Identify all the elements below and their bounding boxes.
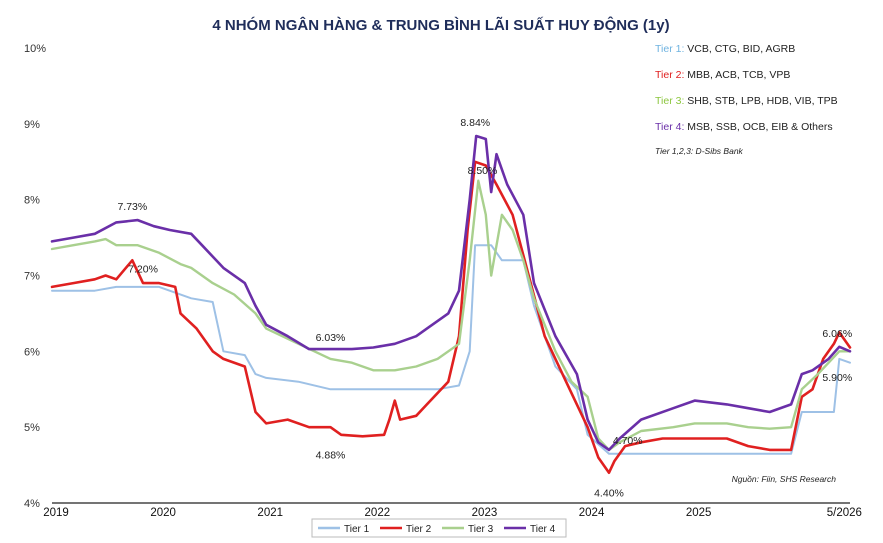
legend-entry: Tier 4: MSB, SSB, OCB, EIB & Others bbox=[655, 121, 833, 133]
x-tick-label: 2023 bbox=[472, 507, 498, 519]
y-tick-label: 5% bbox=[24, 422, 40, 434]
data-label: 7.73% bbox=[117, 201, 147, 213]
legend-entry: Tier 3: SHB, STB, LPB, HDB, VIB, TPB bbox=[655, 95, 838, 107]
y-tick-label: 7% bbox=[24, 271, 40, 283]
x-tick-label: 5/2026 bbox=[827, 507, 862, 519]
x-tick-label: 2025 bbox=[686, 507, 712, 519]
data-label: 4.70% bbox=[613, 435, 643, 447]
bottom-legend-box bbox=[311, 518, 567, 538]
series-line-tier-2 bbox=[50, 160, 852, 474]
series-line-tier-1 bbox=[51, 244, 851, 455]
data-label: 7.20% bbox=[128, 263, 158, 275]
chart-title: 4 NHÓM NGÂN HÀNG & TRUNG BÌNH LÃI SUẤT H… bbox=[212, 16, 669, 34]
legend-entry: Tier 2: MBB, ACB, TCB, VPB bbox=[655, 69, 790, 81]
y-tick-label: 9% bbox=[24, 119, 40, 131]
legend-label: Tier 3 bbox=[468, 524, 494, 535]
x-tick-label: 2020 bbox=[150, 507, 176, 519]
y-tick-label: 6% bbox=[24, 346, 40, 358]
y-tick-label: 10% bbox=[24, 43, 46, 55]
data-label: 8.50% bbox=[468, 165, 498, 177]
series-line-tier-3 bbox=[50, 179, 852, 452]
data-label: 6.03% bbox=[316, 332, 346, 344]
data-label: 4.40% bbox=[594, 488, 624, 500]
series-line-tier-4 bbox=[50, 134, 852, 452]
data-label: 6.06% bbox=[822, 328, 852, 340]
y-tick-label: 4% bbox=[24, 498, 40, 510]
legend-label: Tier 1 bbox=[344, 524, 370, 535]
x-tick-label: 2021 bbox=[257, 507, 283, 519]
y-tick-label: 8% bbox=[24, 195, 40, 207]
x-tick-label: 2024 bbox=[579, 507, 605, 519]
legend-note: Tier 1,2,3: D-Sibs Bank bbox=[655, 146, 744, 156]
source-note: Nguồn: Fiin, SHS Research bbox=[732, 474, 837, 484]
data-label: 8.84% bbox=[460, 117, 490, 129]
x-tick-label: 2022 bbox=[365, 507, 391, 519]
legend-label: Tier 2 bbox=[406, 524, 432, 535]
data-label: 5.90% bbox=[822, 372, 852, 384]
x-tick-label: 2019 bbox=[43, 507, 69, 519]
legend-entry: Tier 1: VCB, CTG, BID, AGRB bbox=[655, 43, 795, 55]
legend-label: Tier 4 bbox=[530, 524, 556, 535]
data-label: 4.88% bbox=[316, 449, 346, 461]
